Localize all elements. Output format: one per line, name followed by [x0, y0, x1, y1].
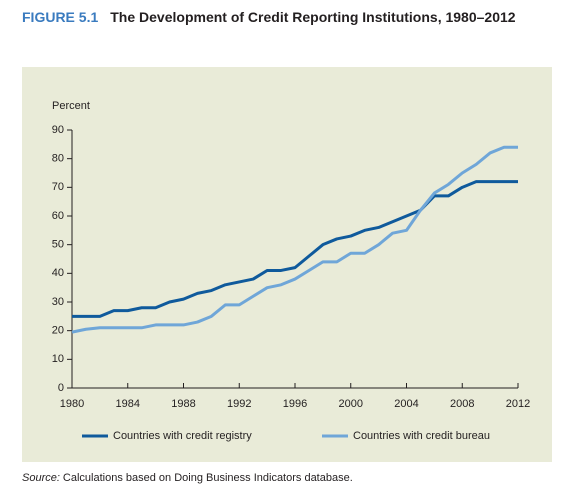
x-tick-label: 2008	[450, 398, 474, 410]
source-note: Source: Calculations based on Doing Busin…	[22, 472, 353, 484]
x-tick-label: 1992	[227, 398, 251, 410]
x-tick-label: 2004	[394, 398, 418, 410]
source-label: Source:	[22, 472, 60, 484]
legend-label: Countries with credit registry	[113, 430, 252, 442]
source-text: Calculations based on Doing Business Ind…	[62, 472, 353, 484]
y-tick-label: 20	[52, 325, 64, 337]
panel-background	[22, 67, 552, 462]
x-tick-label: 1988	[171, 398, 195, 410]
y-axis-label: Percent	[52, 100, 90, 112]
y-tick-label: 50	[52, 239, 64, 251]
y-tick-label: 40	[52, 267, 64, 279]
series-line	[71, 145, 518, 334]
header: FIGURE 5.1 The Development of Credit Repo…	[22, 8, 527, 26]
x-tick-label: 1984	[116, 398, 140, 410]
x-tick-label: 2000	[339, 398, 363, 410]
x-tick-label: 2012	[506, 398, 530, 410]
y-tick-label: 80	[52, 153, 64, 165]
legend-label: Countries with credit bureau	[353, 430, 490, 442]
y-tick-label: 90	[52, 124, 64, 136]
figure-label: FIGURE 5.1	[22, 9, 99, 25]
y-tick-label: 0	[58, 382, 64, 394]
series-line	[72, 180, 518, 318]
x-tick-label: 1980	[60, 398, 84, 410]
x-tick-label: 1996	[283, 398, 307, 410]
y-tick-label: 30	[52, 296, 64, 308]
y-tick-label: 60	[52, 210, 64, 222]
chart-title: The Development of Credit Reporting Inst…	[110, 9, 516, 25]
y-tick-label: 10	[52, 353, 64, 365]
y-tick-label: 70	[52, 181, 64, 193]
